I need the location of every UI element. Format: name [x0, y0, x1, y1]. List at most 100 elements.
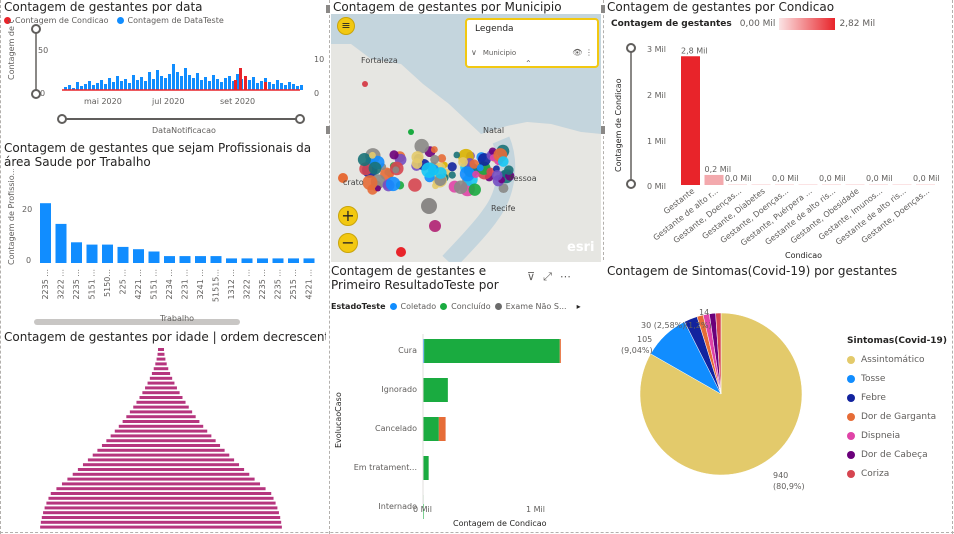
legend-item[interactable]: Dor de Cabeça [847, 445, 947, 464]
timeline-bar[interactable] [220, 82, 223, 90]
timeline-bar[interactable] [234, 80, 237, 90]
map-bubble[interactable] [362, 175, 378, 191]
more-options-icon[interactable]: ⋯ [559, 270, 571, 283]
timeline-bar[interactable] [208, 81, 211, 90]
age-bar[interactable] [41, 516, 281, 519]
age-bar[interactable] [72, 472, 250, 476]
slider-handle[interactable] [626, 43, 636, 53]
timeline-bar[interactable] [124, 79, 127, 90]
trabalho-bar[interactable] [55, 223, 67, 263]
evolucao-bar[interactable] [423, 495, 424, 519]
trabalho-bar[interactable] [257, 258, 268, 263]
timeline-bar[interactable] [136, 80, 139, 90]
focus-mode-icon[interactable]: ⤢ [543, 270, 552, 283]
legend-item[interactable]: Dor de Garganta [847, 407, 947, 426]
timeline-bar[interactable] [264, 82, 267, 90]
timeline-bar[interactable] [72, 88, 75, 90]
evolucao-bar[interactable] [559, 339, 561, 363]
condicao-bar[interactable] [822, 184, 841, 185]
condicao-bar[interactable] [869, 184, 888, 185]
map-bubble[interactable] [374, 185, 381, 192]
evolucao-bar[interactable] [423, 339, 425, 363]
age-bar[interactable] [114, 429, 208, 433]
timeline-bar[interactable] [280, 83, 283, 90]
timeline-bar[interactable] [128, 83, 131, 90]
map-bubble[interactable] [459, 166, 475, 182]
age-bar[interactable] [50, 492, 272, 495]
timeline-bar[interactable] [200, 80, 203, 90]
age-bar[interactable] [136, 400, 186, 404]
age-bar[interactable] [67, 477, 255, 481]
trabalho-bar[interactable] [241, 258, 253, 263]
map-bubble[interactable] [434, 167, 447, 179]
evolucao-bar[interactable] [424, 339, 560, 363]
timeline-bar[interactable] [96, 83, 99, 90]
horizontal-scrollbar[interactable] [34, 319, 240, 325]
condicao-bar[interactable] [728, 184, 747, 185]
timeline-bar[interactable] [160, 76, 163, 90]
trabalho-bar[interactable] [195, 256, 206, 263]
trabalho-bar[interactable] [303, 258, 315, 263]
age-bar[interactable] [158, 348, 164, 351]
trabalho-bar[interactable] [210, 256, 222, 263]
timeline-bar[interactable] [292, 84, 295, 90]
collapse-icon[interactable]: ⌃ [525, 59, 532, 68]
trabalho-bar[interactable] [148, 251, 160, 264]
age-bar[interactable] [149, 376, 173, 380]
timeline-bar[interactable] [252, 77, 255, 90]
age-bar[interactable] [155, 362, 167, 366]
resize-handle[interactable] [326, 126, 330, 134]
age-bar[interactable] [110, 434, 212, 438]
trabalho-bar[interactable] [288, 258, 299, 263]
condicao-bar[interactable] [775, 184, 794, 185]
map-bubble[interactable] [385, 176, 401, 192]
trabalho-bar[interactable] [164, 256, 175, 263]
condicao-bar[interactable] [704, 174, 724, 185]
timeline-bar[interactable] [188, 75, 191, 90]
timeline-bar[interactable] [216, 79, 219, 90]
filter-icon[interactable]: ⊽ [527, 270, 536, 283]
timeline-bar[interactable] [148, 72, 151, 90]
timeline-bar[interactable] [212, 75, 215, 90]
trabalho-bar[interactable] [226, 258, 237, 263]
timeline-bar[interactable] [272, 84, 275, 90]
eye-icon[interactable]: 👁 ⋮ [572, 48, 593, 57]
slider-handle[interactable] [626, 179, 636, 189]
map-menu-button[interactable]: ≡ [337, 17, 355, 35]
map-bubble[interactable] [469, 159, 479, 169]
trabalho-bar[interactable] [71, 242, 82, 263]
map-bubble[interactable] [338, 173, 348, 183]
map-bubble[interactable] [408, 178, 422, 192]
slider-handle[interactable] [295, 114, 305, 124]
timeline-bar[interactable] [116, 76, 119, 90]
age-bar[interactable] [126, 415, 196, 419]
evolucao-bar[interactable] [438, 417, 446, 441]
age-bar[interactable] [122, 420, 200, 423]
timeline-bar[interactable] [284, 85, 287, 90]
age-bar[interactable] [40, 520, 282, 524]
slider-handle[interactable] [31, 89, 41, 99]
timeline-bar[interactable] [132, 75, 135, 90]
trabalho-bar[interactable] [179, 256, 191, 263]
age-bar[interactable] [156, 357, 166, 361]
legend-item[interactable]: Coriza [847, 464, 947, 483]
timeline-bar[interactable] [236, 74, 239, 90]
trabalho-bar[interactable] [102, 244, 113, 263]
timeline-bar[interactable] [156, 70, 159, 90]
map-bubble[interactable] [414, 138, 429, 154]
age-bar[interactable] [87, 458, 235, 462]
timeline-bar[interactable] [168, 74, 171, 90]
condicao-bar[interactable] [751, 184, 771, 185]
map-bubble[interactable] [468, 183, 481, 196]
age-bar[interactable] [48, 496, 274, 500]
map-bubble[interactable] [429, 220, 441, 232]
timeline-bar[interactable] [144, 81, 147, 90]
map-bubble[interactable] [448, 171, 456, 179]
timeline-bar[interactable] [92, 85, 95, 90]
timeline-bar[interactable] [120, 81, 123, 90]
legend-item[interactable]: Febre [847, 388, 947, 407]
timeline-bar[interactable] [152, 79, 155, 90]
age-bar[interactable] [145, 386, 177, 390]
age-bar[interactable] [118, 424, 204, 428]
resize-handle[interactable] [601, 5, 605, 13]
